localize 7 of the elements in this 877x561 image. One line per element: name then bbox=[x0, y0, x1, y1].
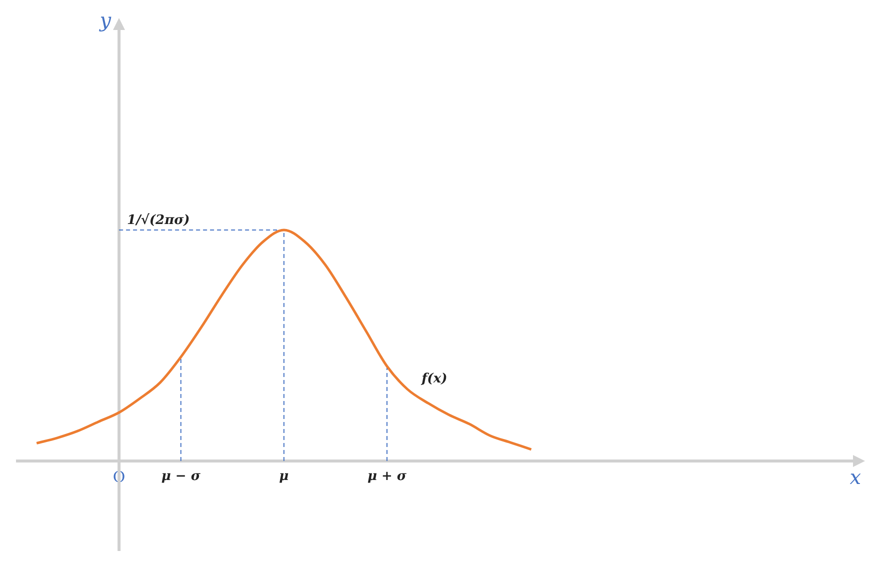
x-tick-label: μ bbox=[279, 469, 290, 484]
text: y bbox=[98, 8, 112, 32]
x-tick-label: μ + σ bbox=[367, 469, 407, 484]
x-tick-label: μ − σ bbox=[161, 469, 201, 484]
ref-line-label: 1/√(2πσ) bbox=[127, 212, 190, 228]
annotation: f(x) bbox=[420, 372, 448, 387]
x-axis-title: x bbox=[850, 465, 861, 490]
